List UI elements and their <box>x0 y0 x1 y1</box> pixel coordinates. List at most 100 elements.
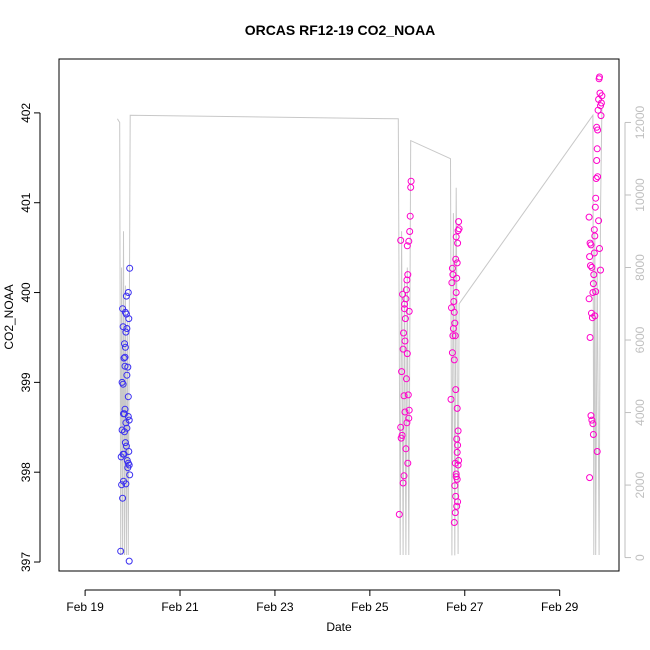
data-point-s1-71 <box>454 498 462 506</box>
data-point-s1-89 <box>589 420 597 428</box>
data-point-s0-30 <box>125 461 133 469</box>
data-point-s1-29 <box>407 177 415 185</box>
data-point-s0-37 <box>124 289 132 296</box>
y2-tick-label: 10000 <box>633 178 647 212</box>
data-point-s1-42 <box>448 279 456 287</box>
data-point-s1-4 <box>400 472 408 480</box>
data-point-s1-62 <box>454 441 462 449</box>
data-point-s1-75 <box>452 473 460 481</box>
x-tick-label: Feb 19 <box>66 600 104 614</box>
data-point-s1-96 <box>592 194 600 202</box>
y2-axis: 0 2000 4000 6000 8000 10000 12000 <box>624 105 647 561</box>
data-point-s1-78 <box>587 241 595 249</box>
x-tick-label: Feb 25 <box>351 600 389 614</box>
data-point-s1-119 <box>590 226 598 234</box>
data-point-s1-23 <box>405 406 413 414</box>
x-tick-label: Feb 23 <box>256 600 294 614</box>
data-point-s0-33 <box>124 413 132 420</box>
data-point-s0-40 <box>123 424 131 432</box>
data-point-s0-38 <box>126 264 134 272</box>
data-point-s1-7 <box>401 337 409 345</box>
data-point-s1-95 <box>591 203 599 211</box>
plot-frame <box>58 58 620 572</box>
data-point-s1-114 <box>591 312 599 320</box>
data-point-s1-92 <box>590 271 598 279</box>
data-point-s1-11 <box>402 286 410 294</box>
secondary-series-line <box>116 107 603 556</box>
data-point-s1-25 <box>405 237 413 245</box>
data-point-s0-23 <box>121 428 128 436</box>
y-tick-label: 400 <box>19 282 33 302</box>
y2-tick-label: 2000 <box>633 471 647 498</box>
data-point-s1-18 <box>401 408 409 416</box>
data-point-s1-81 <box>588 263 596 271</box>
data-point-s1-70 <box>450 519 458 526</box>
y-axis: 397 398 399 400 401 402 <box>19 103 41 572</box>
data-point-s0-45 <box>120 477 127 485</box>
data-point-s1-56 <box>452 233 460 241</box>
data-point-s1-16 <box>402 375 410 383</box>
data-point-s1-46 <box>451 319 459 327</box>
data-point-s1-22 <box>404 459 412 467</box>
data-point-s1-116 <box>598 92 606 100</box>
data-point-s1-117 <box>593 448 601 455</box>
data-point-s1-118 <box>589 280 597 288</box>
data-point-s1-112 <box>597 266 604 274</box>
data-point-s1-44 <box>448 264 456 272</box>
data-point-s1-50 <box>452 255 460 263</box>
data-point-s1-38 <box>449 332 457 340</box>
data-point-s1-27 <box>406 212 414 220</box>
data-point-s1-58 <box>452 386 460 394</box>
data-point-s1-111 <box>596 245 603 252</box>
data-point-s1-36 <box>447 395 455 403</box>
data-point-s0-9 <box>120 354 128 362</box>
y-tick-label: 401 <box>19 192 33 212</box>
data-point-s0-39 <box>125 557 133 565</box>
data-point-s1-19 <box>403 419 411 427</box>
y-tick-label: 399 <box>19 372 33 392</box>
data-point-s1-13 <box>404 271 412 279</box>
data-point-s1-41 <box>450 298 458 305</box>
data-point-s1-3 <box>399 479 407 487</box>
data-point-s1-80 <box>587 262 594 270</box>
data-point-s1-48 <box>452 289 460 296</box>
data-point-s1-26 <box>406 228 414 235</box>
data-point-s1-59 <box>453 404 461 412</box>
y2-tick-label: 8000 <box>633 254 647 281</box>
data-point-s1-115 <box>597 99 605 107</box>
data-point-s0-32 <box>125 448 133 455</box>
data-point-s1-90 <box>589 431 597 438</box>
data-point-s1-54 <box>455 218 463 226</box>
data-point-s1-86 <box>586 334 594 341</box>
data-point-s0-42 <box>121 362 129 370</box>
data-point-s1-60 <box>454 427 462 435</box>
data-point-s1-8 <box>400 329 407 337</box>
y2-tick-label: 6000 <box>633 326 647 353</box>
x-axis-label: Date <box>326 620 352 634</box>
data-point-s0-41 <box>119 380 127 388</box>
x-axis: Feb 19 Feb 21 Feb 23 Feb 25 Feb 27 Feb 29 <box>66 589 579 614</box>
data-point-s1-0 <box>395 510 403 518</box>
data-point-s1-34 <box>397 434 405 442</box>
data-point-s0-2 <box>119 494 127 502</box>
data-point-s0-20 <box>123 371 131 379</box>
data-point-s1-15 <box>403 350 411 358</box>
data-point-s1-24 <box>403 242 411 250</box>
data-point-s1-97 <box>592 175 600 182</box>
data-point-s1-21 <box>402 445 410 453</box>
data-point-s0-21 <box>121 405 129 413</box>
data-point-s0-35 <box>124 393 132 401</box>
data-point-s1-51 <box>453 259 461 267</box>
data-point-s0-15 <box>119 305 127 313</box>
data-point-s1-72 <box>454 461 462 469</box>
y-tick-label: 402 <box>19 103 33 123</box>
data-point-s0-44 <box>126 471 134 479</box>
data-point-s1-113 <box>592 288 600 296</box>
data-point-s0-18 <box>121 343 129 351</box>
data-point-s0-17 <box>123 325 131 332</box>
data-point-s0-24 <box>121 439 129 447</box>
data-point-s1-32 <box>401 300 408 308</box>
data-point-s1-69 <box>451 509 459 517</box>
data-point-s1-14 <box>401 315 409 323</box>
data-point-s1-74 <box>453 448 461 456</box>
